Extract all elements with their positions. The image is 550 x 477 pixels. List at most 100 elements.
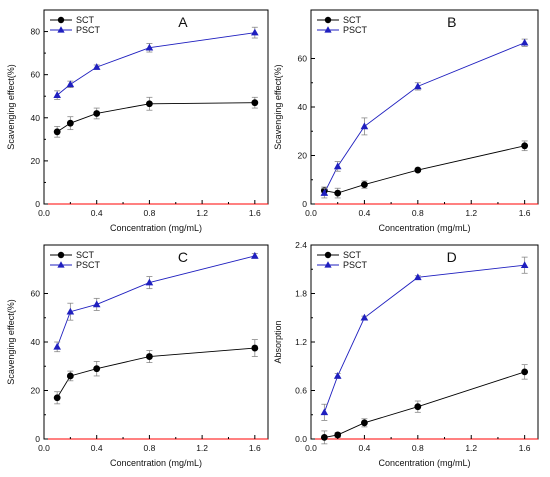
data-point bbox=[251, 28, 259, 36]
x-tick-label: 0.8 bbox=[143, 208, 155, 218]
y-tick-label: 1.8 bbox=[295, 289, 307, 299]
series-line bbox=[56, 32, 255, 96]
data-point bbox=[520, 261, 529, 269]
x-tick-label: 1.6 bbox=[249, 443, 261, 453]
y-axis-label: Scavenging effect(%) bbox=[6, 64, 16, 149]
series-sct bbox=[320, 364, 529, 445]
x-tick-label: 0.4 bbox=[91, 443, 103, 453]
data-point bbox=[414, 403, 422, 411]
y-tick-label: 60 bbox=[298, 54, 308, 64]
legend-marker bbox=[57, 26, 65, 33]
series-line bbox=[56, 102, 255, 133]
plot-frame bbox=[310, 9, 539, 205]
legend-marker bbox=[57, 261, 65, 268]
data-point bbox=[320, 189, 329, 196]
data-point bbox=[66, 307, 75, 315]
x-tick-label: 1.6 bbox=[519, 443, 531, 453]
data-point bbox=[145, 43, 154, 51]
data-point bbox=[93, 110, 101, 117]
legend-label: PSCT bbox=[76, 260, 101, 270]
x-tick-label: 0.8 bbox=[412, 443, 424, 453]
data-point bbox=[251, 251, 259, 259]
series-line bbox=[324, 145, 525, 194]
data-point bbox=[334, 189, 342, 197]
x-axis-label: Concentration (mg/mL) bbox=[110, 458, 202, 468]
data-point bbox=[146, 353, 153, 360]
x-tick-label: 0.4 bbox=[358, 208, 370, 218]
data-point bbox=[66, 372, 74, 380]
chart-panel-d: 0.0 0.4 0.8 1.2 1.6 0.0 0.6 1.2 1.8 2.4 Concentrat… bbox=[273, 240, 539, 468]
data-point bbox=[320, 408, 329, 416]
y-tick-label: 0 bbox=[302, 199, 307, 209]
x-tick-label: 0.4 bbox=[358, 443, 370, 453]
x-tick-label: 0.8 bbox=[412, 208, 424, 218]
data-point bbox=[251, 99, 259, 107]
data-point bbox=[414, 166, 422, 174]
data-point bbox=[53, 394, 61, 402]
data-point bbox=[320, 433, 328, 441]
x-tick-label: 0.0 bbox=[305, 208, 317, 218]
x-tick-label: 0.0 bbox=[38, 208, 50, 218]
y-axis-label: Scavenging effect(%) bbox=[6, 299, 16, 384]
y-axis-label: Absorption bbox=[273, 320, 283, 363]
y-tick-label: 20 bbox=[31, 386, 41, 396]
legend-marker bbox=[57, 251, 65, 259]
y-tick-label: 2.4 bbox=[295, 240, 307, 250]
panel-letter: A bbox=[178, 14, 188, 30]
legend-marker bbox=[57, 16, 65, 24]
legend-label: SCT bbox=[343, 250, 362, 260]
legend-label: SCT bbox=[76, 15, 95, 25]
data-point bbox=[521, 142, 529, 150]
data-point bbox=[92, 300, 101, 308]
y-tick-label: 60 bbox=[31, 289, 41, 299]
series-line bbox=[323, 42, 525, 194]
data-point bbox=[92, 63, 101, 70]
series-line bbox=[56, 347, 255, 399]
x-axis-label: Concentration (mg/mL) bbox=[378, 223, 470, 233]
panel-letter: B bbox=[447, 14, 456, 30]
data-point bbox=[521, 368, 529, 376]
series-line bbox=[324, 371, 525, 438]
y-tick-label: 0 bbox=[35, 434, 40, 444]
x-tick-label: 1.2 bbox=[196, 208, 208, 218]
data-point bbox=[333, 162, 342, 170]
series-psct bbox=[320, 256, 529, 421]
legend-marker bbox=[324, 16, 332, 24]
legend-label: PSCT bbox=[343, 260, 368, 270]
y-tick-label: 0.0 bbox=[295, 434, 307, 444]
x-tick-label: 0.4 bbox=[91, 208, 103, 218]
data-point bbox=[520, 38, 529, 46]
x-tick-label: 1.6 bbox=[519, 208, 531, 218]
y-tick-label: 40 bbox=[298, 102, 308, 112]
y-tick-label: 40 bbox=[31, 113, 41, 123]
plot-frame bbox=[310, 244, 539, 440]
chart-panel-c: 0.0 0.4 0.8 1.2 1.6 0 20 40 60 Concentration (mg/… bbox=[6, 244, 269, 468]
chart-panel-b: 0.0 0.4 0.8 1.2 1.6 0 20 40 60 Concentration (mg/… bbox=[273, 9, 539, 233]
data-point bbox=[93, 365, 101, 373]
y-tick-label: 20 bbox=[298, 151, 308, 161]
y-tick-label: 60 bbox=[31, 70, 41, 80]
y-axis-label: Scavenging effect(%) bbox=[273, 64, 283, 149]
data-point bbox=[361, 419, 368, 427]
y-tick-label: 80 bbox=[31, 27, 41, 37]
legend-label: PSCT bbox=[76, 25, 101, 35]
x-tick-label: 0.0 bbox=[38, 443, 50, 453]
x-tick-label: 1.2 bbox=[465, 443, 477, 453]
data-point bbox=[66, 80, 75, 88]
series-psct bbox=[53, 26, 259, 100]
plot-frame bbox=[43, 244, 269, 440]
data-point bbox=[66, 119, 74, 127]
data-point bbox=[360, 313, 369, 321]
data-point bbox=[53, 128, 61, 136]
x-tick-label: 0.8 bbox=[143, 443, 155, 453]
legend-marker bbox=[324, 261, 332, 268]
series-psct bbox=[320, 38, 529, 199]
x-axis-label: Concentration (mg/mL) bbox=[378, 458, 470, 468]
data-point bbox=[414, 82, 422, 90]
y-tick-label: 0 bbox=[35, 199, 40, 209]
panel-letter: C bbox=[178, 249, 188, 265]
